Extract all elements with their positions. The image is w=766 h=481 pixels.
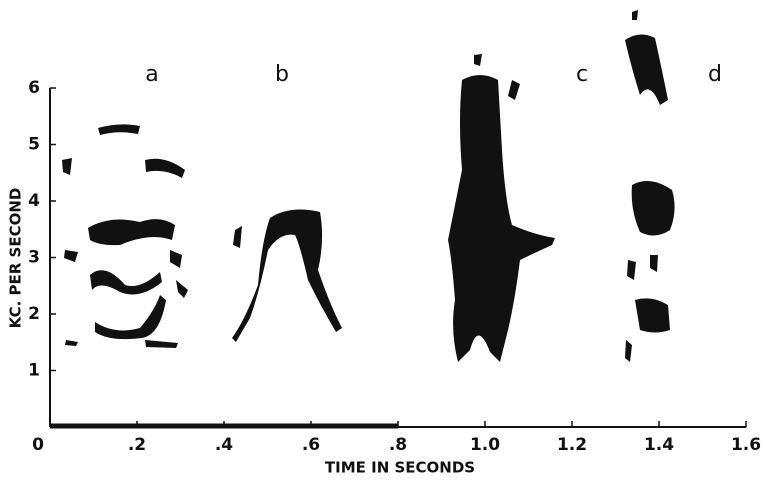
x-tick-label: 1.6	[731, 435, 761, 455]
spectrogram-blob	[95, 295, 166, 340]
spectrogram-blob	[625, 34, 668, 105]
spectrogram-blob	[631, 181, 675, 236]
spectrogram-blob	[625, 10, 658, 362]
y-tick-label: 6	[28, 78, 40, 98]
spectrogram-blob	[448, 75, 555, 362]
spectrogram	[62, 10, 675, 362]
x-tick-label: 0	[32, 435, 44, 455]
y-tick-label: 3	[28, 248, 40, 268]
spectrogram-blob	[474, 54, 520, 100]
spectrogram-blob	[145, 158, 185, 178]
y-axis-title: KC. PER SECOND	[7, 188, 25, 329]
spectrogram-blob	[88, 219, 175, 246]
y-tick-label: 5	[28, 135, 40, 155]
x-tick-label: 1.0	[470, 435, 500, 455]
x-axis-title: TIME IN SECONDS	[325, 459, 475, 477]
y-tick-label: 4	[28, 191, 40, 211]
spectrogram-blob	[90, 270, 162, 295]
x-tick-label: 1.2	[557, 435, 587, 455]
spectrogram-blob	[98, 124, 140, 135]
x-tick-label: .2	[128, 435, 146, 455]
x-tick-label: .4	[215, 435, 233, 455]
x-tick-label: .6	[302, 435, 320, 455]
y-tick-label: 1	[28, 361, 40, 381]
spectrogram-blob	[62, 158, 188, 348]
spectrogram-blob	[232, 209, 342, 342]
panel-label: d	[708, 62, 722, 87]
panel-label: b	[275, 62, 289, 87]
x-tick-label: 1.4	[644, 435, 674, 455]
spectrogram-blob	[635, 298, 670, 333]
spectrogram-blob	[233, 226, 242, 248]
x-tick-label: .8	[389, 435, 407, 455]
panel-label: a	[145, 62, 158, 87]
y-tick-label: 2	[28, 304, 40, 324]
panel-label: c	[576, 62, 588, 87]
